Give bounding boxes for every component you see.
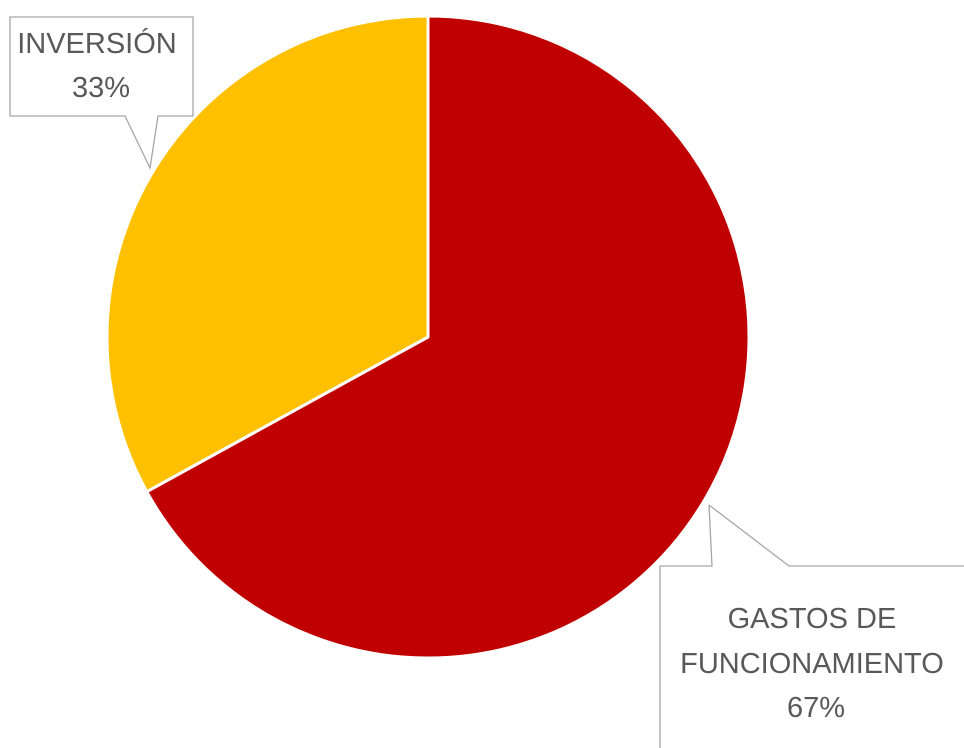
svg-text:GASTOS DE FUNCIONAMIENTO: GASTOS DE FUNCIONAMIENTO 67% bbox=[680, 603, 952, 724]
label-gastos-line-2: FUNCIONAMIENTO bbox=[680, 648, 944, 680]
label-inversion-value: 33% bbox=[72, 72, 130, 104]
label-inversion-group: INVERSIÓN 33% bbox=[9, 16, 194, 171]
pie-slice-1 bbox=[105, 14, 430, 494]
label-inversion-name: INVERSIÓN bbox=[17, 27, 177, 60]
label-gastos-group: GASTOS DE FUNCIONAMIENTO 67% bbox=[659, 504, 964, 748]
pie-slices bbox=[105, 14, 751, 660]
label-gastos-callout bbox=[659, 504, 964, 748]
label-gastos-value: 67% bbox=[787, 692, 845, 724]
label-inversion-box-callout bbox=[9, 16, 194, 171]
label-gastos-line-1: GASTOS DE bbox=[728, 603, 897, 635]
svg-text:INVERSIÓN 33%: INVERSIÓN 33% bbox=[17, 27, 185, 104]
pie-slice-0 bbox=[145, 14, 751, 660]
